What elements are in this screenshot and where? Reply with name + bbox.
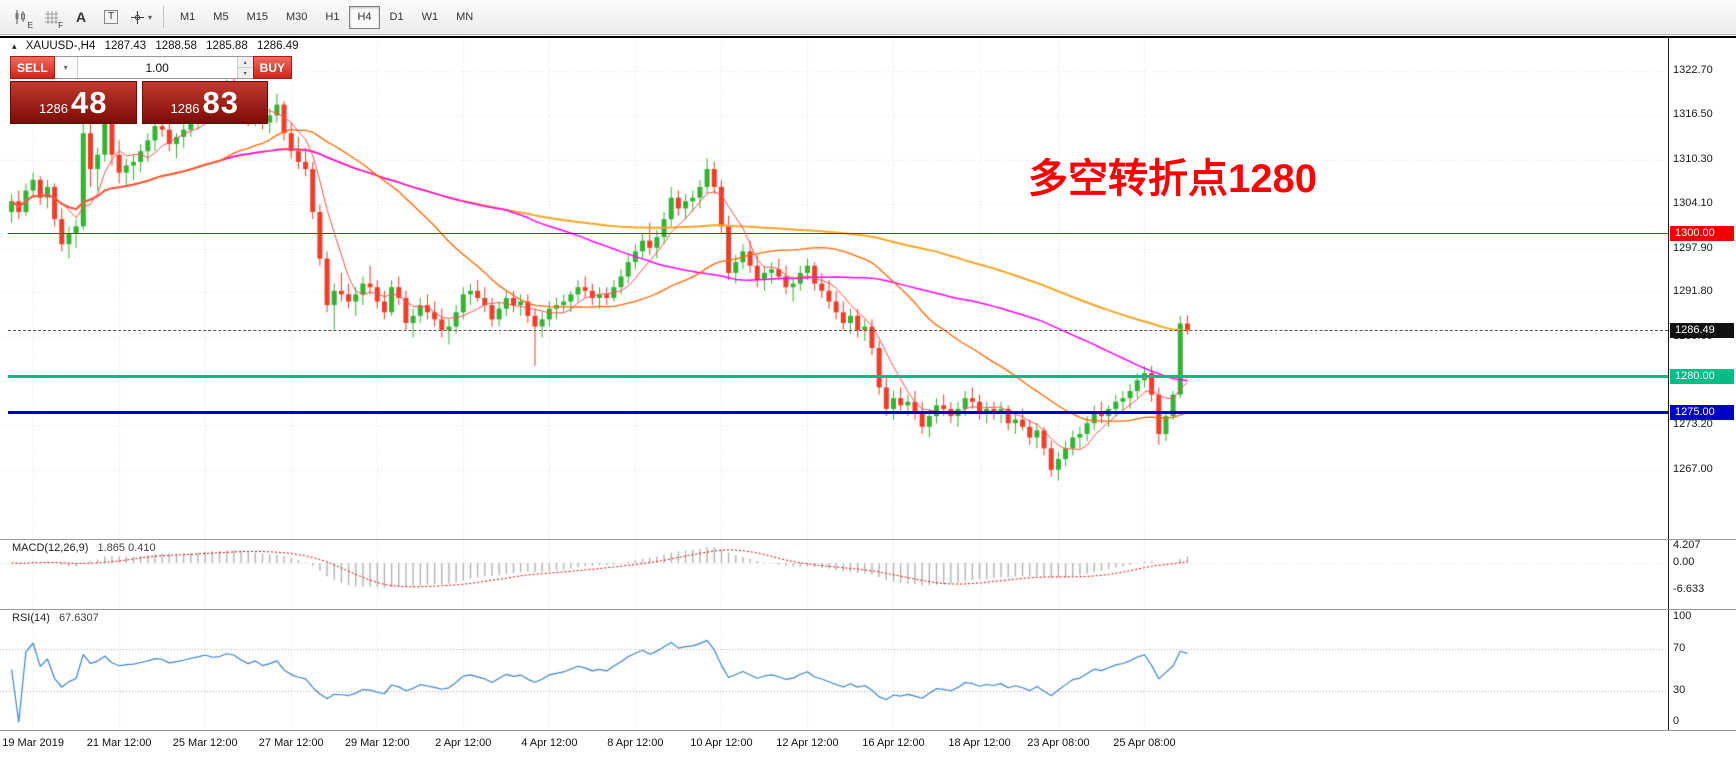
close-value: 1286.49 — [256, 40, 299, 52]
rsi-panel-separator[interactable] — [0, 609, 1736, 610]
spin-down-icon: ▾ — [243, 70, 247, 77]
chart-type-button[interactable]: E — [7, 4, 35, 30]
low-value: 1285.88 — [206, 40, 248, 52]
grid-button[interactable]: F — [37, 4, 65, 30]
rsi-indicator-canvas[interactable] — [0, 610, 1668, 730]
high-value: 1288.58 — [155, 40, 197, 52]
macd-panel-label: MACD(12,26,9) 1.865 0.410 — [12, 542, 156, 554]
panel-collapse-icon[interactable]: ▴ — [12, 41, 17, 51]
chart-button-sub-label: E — [27, 21, 33, 30]
time-axis-separator — [0, 730, 1736, 731]
volume-increase-button[interactable]: ▴ — [237, 57, 253, 68]
timeframe-button-m1[interactable]: M1 — [180, 11, 196, 23]
main-toolbar: E F A T ▾ M1 M5 M15 M30 H1 H4 D1 W1 — [0, 0, 1736, 35]
rsi-panel-label: RSI(14) 67.6307 — [12, 612, 99, 624]
price-axis-divider — [1668, 38, 1669, 730]
timeframe-button-m15[interactable]: M15 — [246, 11, 268, 23]
timeframe-button-mn[interactable]: MN — [456, 11, 474, 23]
grid-button-sub-label: F — [58, 21, 63, 30]
chart-text-annotation[interactable]: 多空转折点1280 — [1028, 157, 1317, 201]
volume-control: ▾ ▴ ▾ — [54, 56, 253, 79]
timeframe-button-d1[interactable]: D1 — [389, 11, 404, 23]
symbol-timeframe-label: XAUUSD-,H4 — [25, 40, 96, 52]
sell-price-pips: 48 — [70, 84, 108, 120]
macd-indicator-values: 1.865 0.410 — [97, 542, 156, 554]
dropdown-caret-icon: ▾ — [147, 12, 152, 22]
timeframe-button-h4[interactable]: H4 — [349, 5, 380, 29]
crosshair-icon — [130, 10, 144, 24]
text-tool-icon: A — [75, 9, 87, 25]
buy-button[interactable]: BUY — [252, 56, 293, 79]
buy-price-pips: 83 — [202, 84, 239, 120]
grid-icon — [44, 10, 58, 24]
textbox-tool-icon: T — [103, 10, 119, 24]
price-axis[interactable] — [1669, 38, 1736, 730]
buy-price-display[interactable]: 1286 83 — [141, 81, 268, 124]
buy-price-main: 1286 — [170, 101, 200, 116]
volume-decrease-button[interactable]: ▾ — [237, 68, 253, 78]
sell-price-display[interactable]: 1286 48 — [10, 81, 137, 124]
macd-panel-separator[interactable] — [0, 539, 1736, 540]
crosshair-tool-button[interactable]: ▾ — [127, 4, 155, 30]
sell-button[interactable]: SELL — [10, 56, 55, 79]
text-tool-button[interactable]: A — [67, 4, 95, 30]
volume-dropdown-caret-icon: ▾ — [63, 63, 68, 72]
spin-up-icon: ▴ — [243, 59, 247, 66]
volume-dropdown-button[interactable]: ▾ — [54, 57, 78, 78]
timeframe-button-h1[interactable]: H1 — [325, 11, 340, 23]
timeframe-button-m30[interactable]: M30 — [285, 11, 308, 23]
candlestick-chart-icon — [15, 10, 25, 24]
ohlc-readout: ▴ XAUUSD-,H4 1287.43 1288.58 1285.88 128… — [12, 40, 305, 52]
toolbar-separator — [163, 6, 164, 28]
macd-indicator-name: MACD(12,26,9) — [12, 542, 89, 554]
volume-spinner: ▴ ▾ — [236, 57, 253, 78]
macd-indicator-canvas[interactable] — [0, 540, 1668, 608]
timeframe-button-w1[interactable]: W1 — [421, 11, 439, 23]
open-value: 1287.43 — [104, 40, 147, 52]
rsi-indicator-name: RSI(14) — [12, 612, 50, 624]
one-click-trading-panel: SELL ▾ ▴ ▾ BUY 1286 48 1286 83 — [10, 56, 293, 124]
time-axis[interactable] — [0, 731, 1736, 758]
volume-input[interactable] — [77, 57, 237, 78]
rsi-indicator-value: 67.6307 — [58, 612, 99, 624]
textbox-tool-button[interactable]: T — [97, 4, 125, 30]
main-chart-canvas[interactable] — [0, 36, 1668, 538]
sell-price-main: 1286 — [39, 101, 68, 116]
chart-window-border — [0, 36, 1736, 38]
timeframe-button-m5[interactable]: M5 — [213, 11, 229, 23]
